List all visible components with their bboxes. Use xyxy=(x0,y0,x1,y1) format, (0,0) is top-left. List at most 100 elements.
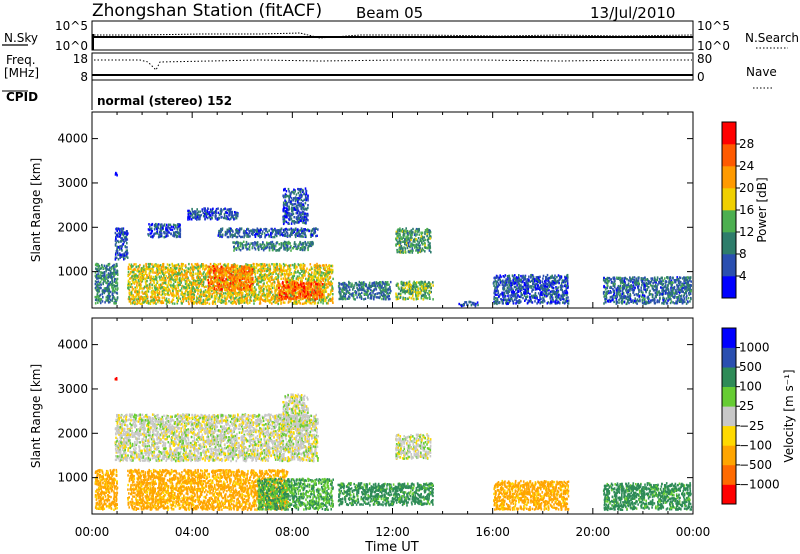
power-cell xyxy=(287,246,289,248)
power-cell xyxy=(300,277,302,279)
power-cell xyxy=(158,223,160,225)
power-cell xyxy=(216,295,218,297)
power-cell xyxy=(155,303,157,305)
power-cell xyxy=(311,302,313,304)
power-cell xyxy=(272,249,274,251)
power-cell xyxy=(205,276,207,278)
power-cell xyxy=(114,285,116,287)
power-cell xyxy=(260,229,262,231)
power-cell xyxy=(256,264,258,266)
power-cell xyxy=(219,234,221,236)
power-cell xyxy=(149,286,151,288)
power-cell xyxy=(151,275,153,277)
power-cell xyxy=(95,296,97,298)
power-cell xyxy=(179,284,181,286)
power-cell xyxy=(137,293,139,295)
power-cell xyxy=(187,286,189,288)
power-cell xyxy=(198,290,200,292)
power-cell xyxy=(167,263,169,265)
power-cell xyxy=(180,274,182,276)
power-cell xyxy=(268,295,270,297)
power-cell xyxy=(168,273,170,275)
power-cell xyxy=(160,294,162,296)
power-cell xyxy=(288,247,290,249)
power-cell xyxy=(310,243,312,245)
power-region-2 xyxy=(115,172,118,177)
power-cell xyxy=(258,282,260,284)
power-cell xyxy=(171,301,173,303)
power-cell xyxy=(173,226,175,228)
power-cell xyxy=(260,232,262,234)
power-cell xyxy=(158,268,160,270)
power-region-0 xyxy=(95,263,119,305)
power-cell xyxy=(314,287,316,289)
power-cell xyxy=(199,218,201,220)
power-cell xyxy=(139,287,141,289)
power-cell xyxy=(190,272,192,274)
power-cell xyxy=(95,267,97,269)
power-cell xyxy=(163,265,165,267)
power-cell xyxy=(257,272,259,274)
power-cell xyxy=(126,251,128,253)
power-cell xyxy=(149,268,151,270)
power-cell xyxy=(197,216,199,218)
power-cell xyxy=(329,294,331,296)
power-cell xyxy=(150,236,152,238)
power-cell xyxy=(140,298,142,300)
power-cell xyxy=(96,299,98,301)
power-cell xyxy=(332,302,334,304)
power-cell xyxy=(224,295,226,297)
power-cell xyxy=(151,263,153,265)
power-cell xyxy=(280,246,282,248)
power-cell xyxy=(108,293,110,295)
power-cell xyxy=(275,272,277,274)
power-cell xyxy=(177,287,179,289)
power-cell xyxy=(248,267,250,269)
power-cell xyxy=(284,275,286,277)
power-cell xyxy=(129,292,131,294)
power-cell xyxy=(209,303,211,305)
power-cell xyxy=(185,265,187,267)
power-cell xyxy=(270,285,272,287)
power-cell xyxy=(276,242,278,244)
power-cell xyxy=(148,223,150,225)
power-cell xyxy=(315,235,317,237)
nsearch-top-tick: 10^5 xyxy=(697,19,730,33)
power-cell xyxy=(314,275,316,277)
power-cell xyxy=(105,276,107,278)
power-cell xyxy=(158,288,160,290)
power-cell xyxy=(321,274,323,276)
power-cell xyxy=(204,265,206,267)
power-cell xyxy=(324,284,326,286)
power-cell xyxy=(229,276,231,278)
power-cell xyxy=(174,276,176,278)
nave-trace xyxy=(94,60,692,70)
power-cell xyxy=(225,234,227,236)
power-cell xyxy=(285,297,287,299)
power-cell xyxy=(195,280,197,282)
power-cell xyxy=(245,297,247,299)
power-cell xyxy=(283,296,285,298)
power-cell xyxy=(100,284,102,286)
power-cell xyxy=(117,254,119,256)
power-cell xyxy=(201,285,203,287)
power-cell xyxy=(242,236,244,238)
power-cell xyxy=(243,230,245,232)
power-cell xyxy=(310,263,312,265)
power-cell xyxy=(151,287,153,289)
power-cell xyxy=(167,235,169,237)
power-cell xyxy=(220,285,222,287)
power-cell xyxy=(281,295,283,297)
power-cell xyxy=(320,288,322,290)
power-cell xyxy=(255,289,257,291)
power-cell xyxy=(314,270,316,272)
power-cell xyxy=(192,286,194,288)
power-cell xyxy=(199,302,201,304)
power-cell xyxy=(129,300,131,302)
power-cell xyxy=(273,247,275,249)
power-cell xyxy=(256,267,258,269)
power-cell xyxy=(164,224,166,226)
power-cell xyxy=(268,235,270,237)
power-cell xyxy=(220,208,222,210)
power-cell xyxy=(102,282,104,284)
